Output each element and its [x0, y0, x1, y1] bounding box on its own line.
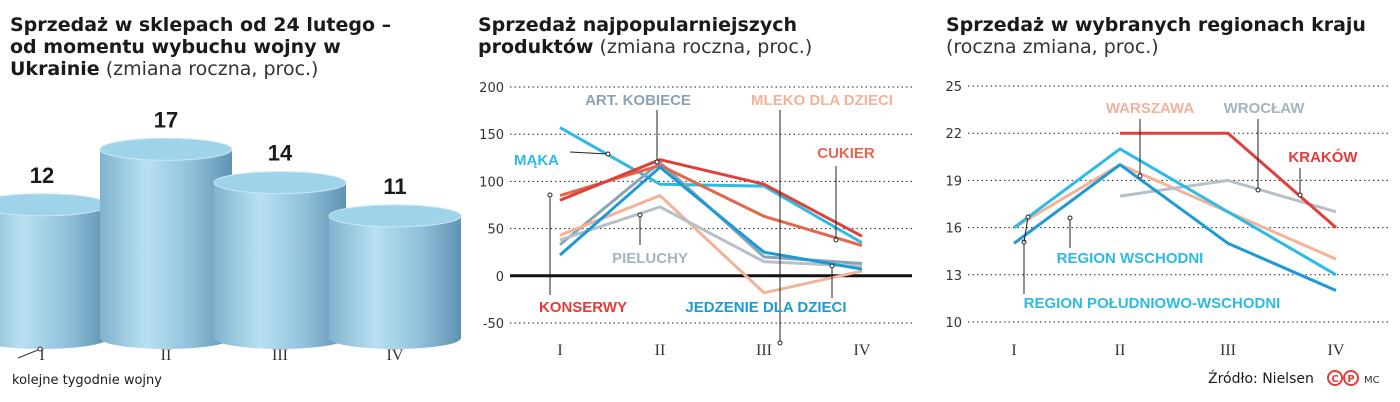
- series-line: [1013, 163, 1337, 292]
- series-line: [559, 126, 863, 245]
- series-line: [559, 194, 863, 295]
- series-label: REGION WSCHODNI: [1057, 250, 1204, 267]
- y-tick-label: 100: [479, 175, 504, 190]
- callout-dot: [777, 340, 783, 346]
- callout-dot: [833, 237, 839, 243]
- y-tick-label: 22: [945, 127, 962, 142]
- series-line: [559, 158, 863, 238]
- y-tick-label: 25: [945, 80, 962, 95]
- callout-line: [569, 151, 609, 155]
- series-line: [559, 205, 863, 268]
- series-label: WARSZAWA: [1106, 100, 1194, 117]
- callout-line: [17, 349, 39, 359]
- series-label: REGION POŁUDNIOWO-WSCHODNI: [1024, 295, 1281, 312]
- x-tick-label: IV: [854, 342, 871, 359]
- callout-dot: [547, 192, 553, 198]
- y-tick-label: 200: [479, 81, 504, 96]
- y-tick-label: 0: [496, 270, 504, 285]
- x-tick-label: II: [161, 347, 172, 364]
- series-line: [1119, 178, 1337, 214]
- panel3-title-bold: Sprzedaż w wybranych regionach kraju: [946, 14, 1366, 36]
- callout-dot: [1255, 187, 1261, 193]
- series-labels: MĄKA ART. KOBIECE MLEKO DLA DZIECI CUKIER PI…: [514, 92, 1358, 346]
- cp-logo: C P MC: [1327, 370, 1380, 386]
- panel3-title-sub: (roczna zmiana, proc.): [946, 36, 1159, 58]
- x-tick-label: III: [272, 347, 288, 364]
- bar-value-label: 11: [383, 174, 406, 199]
- series-label: WROCŁAW: [1224, 100, 1306, 117]
- x-tick-label: I: [1011, 342, 1016, 359]
- y-tick-label: 50: [487, 223, 504, 238]
- callout-line: [1023, 216, 1029, 243]
- y-tick-label: 150: [479, 128, 504, 143]
- x-tick-label: II: [1115, 342, 1126, 359]
- y-tick-label: 16: [945, 222, 962, 237]
- source-text: Źródło: Nielsen: [1208, 371, 1314, 387]
- series-label: MLEKO DLA DZIECI: [751, 92, 893, 109]
- bar-I: [0, 193, 109, 349]
- author-initials: MC: [1364, 375, 1380, 386]
- bar-value-label: 17: [154, 107, 178, 132]
- series-label: PIELUCHY: [612, 250, 688, 267]
- callout-dot: [654, 159, 660, 165]
- x-tick-label: III: [756, 342, 772, 359]
- callout-dot: [1297, 192, 1303, 198]
- y-tick-label: -50: [483, 317, 504, 332]
- bar-value-label: 14: [268, 141, 293, 166]
- callout-dot: [1137, 173, 1143, 179]
- series-label: JEDZENIE DLA DZIECI: [685, 299, 846, 316]
- logo-letter-c: C: [1331, 374, 1338, 385]
- callout-dot: [37, 346, 43, 352]
- x-tick-label: IV: [1328, 342, 1345, 359]
- bar-value-label: 12: [30, 163, 54, 188]
- series-label: KONSERWY: [539, 299, 627, 316]
- x-tick-label: I: [39, 347, 44, 364]
- series-line: [559, 165, 863, 271]
- series-line: [1013, 163, 1337, 261]
- panel1-title-bold: Sprzedaż w sklepach od 24 lutego – od mo…: [10, 14, 392, 80]
- x-axis-note: kolejne tygodnie wojny: [12, 373, 162, 388]
- callout-dot: [1025, 214, 1031, 220]
- panel2-title-bold: Sprzedaż najpopularniejszych produktów: [478, 14, 798, 58]
- y-tick-label: 19: [945, 174, 962, 189]
- bar-IV: [328, 204, 462, 349]
- callout-dot: [1067, 215, 1073, 221]
- callout-dot: [605, 151, 611, 157]
- x-tick-label: III: [1220, 342, 1236, 359]
- panel2-title-sub: (zmiana roczna, proc.): [593, 36, 813, 58]
- copyright-c-icon: [1327, 370, 1343, 386]
- series-label: KRAKÓW: [1288, 148, 1358, 166]
- x-tick-label: I: [557, 342, 562, 359]
- logo-letter-p: P: [1347, 374, 1354, 385]
- panel1-title-sub: (zmiana roczna, proc.): [99, 58, 319, 80]
- x-tick-label: II: [655, 342, 666, 359]
- series-label: ART. KOBIECE: [585, 92, 691, 109]
- series-label: CUKIER: [817, 145, 875, 162]
- copyright-p-icon: [1343, 370, 1359, 386]
- y-tick-label: 10: [945, 316, 962, 331]
- x-tick-label: IV: [387, 347, 404, 364]
- panel1-title: Sprzedaż w sklepach od 24 lutego – od mo…: [10, 14, 410, 80]
- y-tick-label: 13: [945, 269, 962, 284]
- panel1-bar-chart: 12 I 17 II 14 III 11 IV: [0, 107, 462, 364]
- series-line: [1013, 147, 1337, 277]
- series-label: MĄKA: [514, 152, 559, 169]
- panel3-title: Sprzedaż w wybranych regionach kraju (ro…: [946, 14, 1376, 58]
- panel2-title: Sprzedaż najpopularniejszych produktów (…: [478, 14, 898, 58]
- callout-dot: [829, 263, 835, 269]
- callout-dot: [637, 212, 643, 218]
- bar-II: [99, 137, 233, 349]
- bar-III: [213, 171, 347, 349]
